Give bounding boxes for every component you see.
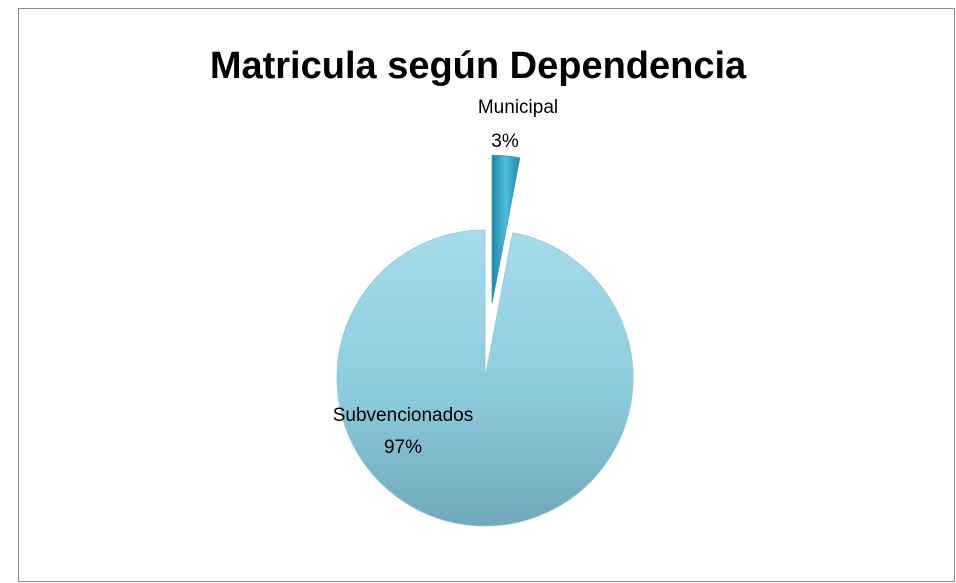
pie-slice <box>336 229 634 527</box>
slice-value-label: 97% <box>384 437 422 458</box>
slice-value-label: 3% <box>491 131 519 152</box>
chart-title: Matricula según Dependencia <box>210 45 747 87</box>
pie-slice <box>491 154 521 304</box>
slice-label: Municipal <box>478 97 558 118</box>
slice-label: Subvencionados <box>333 405 474 426</box>
